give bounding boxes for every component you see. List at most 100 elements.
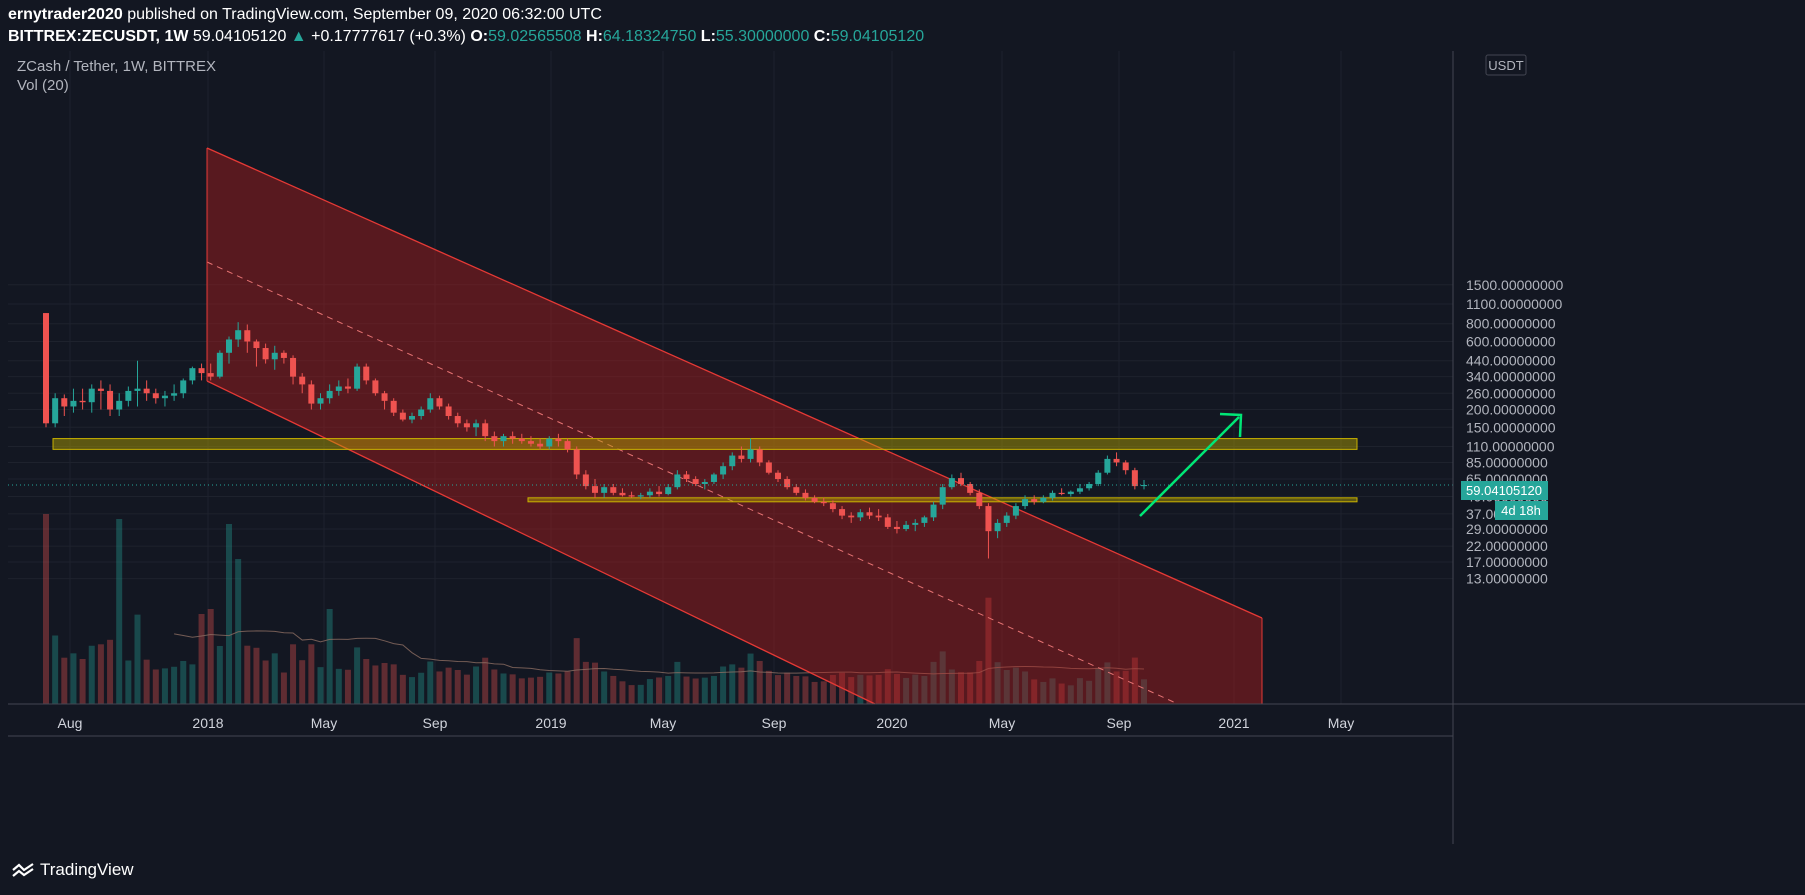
candle-body: [1113, 458, 1120, 463]
volume-bar: [1040, 681, 1047, 704]
candle-body: [1012, 506, 1019, 516]
candle-body: [747, 449, 754, 459]
candle-body: [125, 390, 132, 401]
volume-bar: [409, 677, 415, 704]
candle-body: [738, 455, 745, 459]
candle-body: [1131, 470, 1138, 487]
volume-bar: [692, 678, 699, 704]
volume-bar: [985, 597, 992, 704]
volume-bar: [720, 666, 727, 704]
volume-bar: [43, 514, 49, 704]
candle-body: [107, 390, 114, 410]
brand-name: TradingView: [40, 860, 134, 879]
current-price-label: 59.04105120: [1466, 483, 1542, 498]
price-tick-label: 13.00000000: [1466, 571, 1548, 587]
up-triangle-icon: ▲: [290, 28, 307, 45]
volume-bar: [161, 668, 168, 704]
volume-bar: [473, 666, 480, 704]
candle-body: [290, 357, 297, 377]
candlesticks: [43, 313, 1147, 559]
low-value: 55.30000000: [715, 28, 810, 45]
volume-bar: [1086, 680, 1093, 704]
candle-body: [344, 386, 351, 389]
candle-body: [427, 398, 434, 410]
volume-bar: [1141, 679, 1147, 704]
time-tick-label: Sep: [1107, 715, 1132, 731]
volume-bar: [97, 644, 104, 704]
chart-frame[interactable]: 1500.00000000 1100.00000000 800.00000000 60…: [8, 51, 1805, 844]
candle-body: [710, 474, 717, 482]
volume-bar: [967, 672, 974, 704]
channel-fill: [207, 148, 1262, 704]
volume-bar: [793, 675, 800, 704]
countdown-label: 4d 18h: [1501, 503, 1541, 518]
candle-body: [1022, 499, 1029, 507]
candle-body: [189, 368, 196, 381]
volume-bar: [107, 639, 114, 704]
candle-body: [445, 406, 452, 417]
candle-body: [674, 474, 681, 488]
candle-body: [418, 409, 425, 417]
volume-bar: [866, 675, 873, 704]
candle-body: [1058, 492, 1065, 495]
candle-body: [527, 441, 534, 444]
candle-body: [921, 517, 928, 523]
volume-bar: [125, 660, 132, 704]
candle-body: [976, 492, 983, 507]
time-axis[interactable]: Aug 2018 May Sep 2019 May Sep 2020 May Sep 2021 May: [58, 715, 1355, 731]
price-tick-label: 600.00000000: [1466, 334, 1556, 350]
candle-body: [893, 526, 900, 529]
candle-body: [601, 487, 608, 493]
volume-bar: [610, 675, 617, 704]
author-name[interactable]: ernytrader2020: [8, 6, 123, 23]
volume-bar: [848, 677, 855, 704]
price-tick-label: 340.00000000: [1466, 369, 1556, 385]
tradingview-footer[interactable]: TradingView: [12, 860, 134, 880]
volume-bar: [555, 673, 562, 704]
volume-bar: [930, 661, 937, 704]
candle-body: [97, 388, 104, 391]
candle-body: [592, 486, 598, 493]
volume-bar: [79, 658, 86, 704]
candle-body: [903, 524, 910, 529]
candle-body: [756, 449, 763, 463]
volume-bar: [226, 524, 232, 704]
time-tick-label: 2018: [192, 715, 223, 731]
volume-bar: [116, 519, 123, 704]
volume-bar: [765, 670, 772, 704]
candle-body: [775, 472, 781, 480]
descending-channel[interactable]: [206, 147, 1263, 705]
time-tick-label: May: [989, 715, 1015, 731]
resistance-zone: [52, 438, 1358, 450]
candle-body: [1095, 472, 1102, 485]
candle-body: [1141, 485, 1147, 487]
volume-bar: [262, 660, 269, 704]
publish-info: published on TradingView.com, September …: [127, 6, 602, 23]
price-tick-label: 150.00000000: [1466, 419, 1556, 435]
volume-bar: [656, 677, 663, 704]
price-change: +0.17777617 (+0.3%): [311, 28, 466, 45]
currency-badge[interactable]: [1485, 54, 1527, 76]
volume-bar: [518, 678, 525, 704]
candle-body: [582, 474, 589, 487]
volume-bar: [143, 659, 150, 704]
candle-body: [866, 512, 873, 516]
volume-bar: [152, 669, 159, 704]
volume-bar: [363, 658, 370, 704]
volume-bar: [921, 675, 928, 704]
volume-bar: [665, 675, 672, 704]
volume-bar: [482, 657, 489, 704]
volume-bar: [628, 685, 635, 704]
annotations[interactable]: [8, 412, 1453, 517]
price-chart[interactable]: 1500.00000000 1100.00000000 800.00000000 60…: [8, 51, 1805, 844]
candle-body: [839, 509, 846, 516]
price-tick-label: 200.00000000: [1466, 401, 1556, 417]
volume-bar: [884, 669, 891, 704]
price-tick-label: 22.00000000: [1466, 538, 1548, 554]
candle-body: [802, 492, 809, 498]
volume-bar: [399, 674, 406, 704]
candle-body: [52, 398, 59, 424]
candle-body: [939, 487, 946, 505]
candle-body: [134, 388, 141, 391]
volume-bar: [674, 661, 681, 704]
